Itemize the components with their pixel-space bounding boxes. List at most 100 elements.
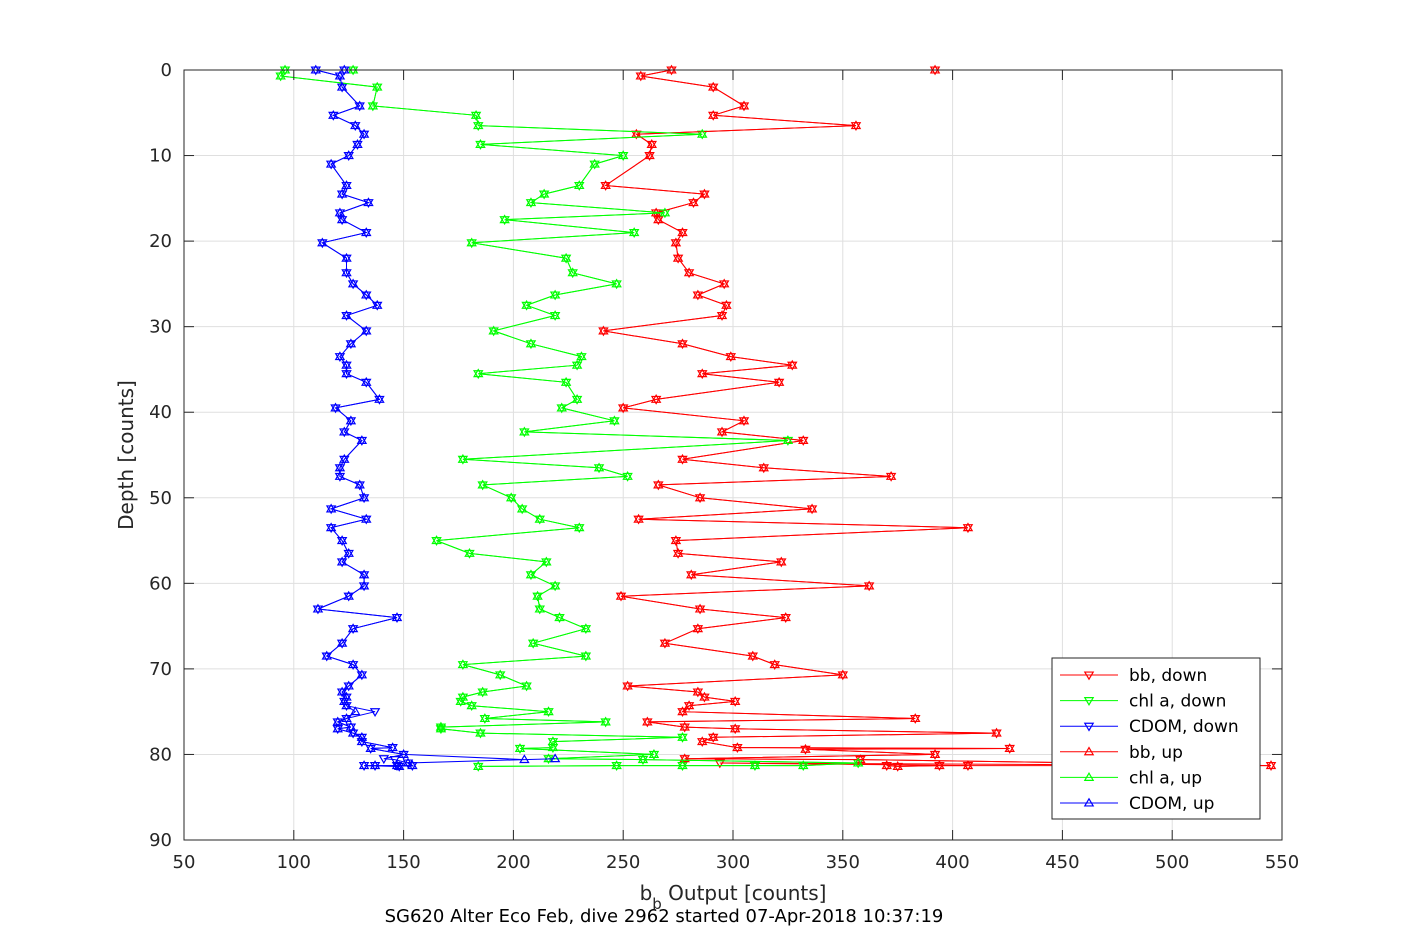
- data-point: [334, 471, 346, 480]
- data-point: [769, 659, 780, 669]
- data-point: [609, 415, 620, 425]
- data-point: [358, 760, 370, 770]
- data-point: [391, 612, 403, 622]
- data-point: [738, 415, 750, 425]
- data-point: [350, 706, 361, 716]
- y-tick-label: 30: [149, 317, 172, 338]
- y-tick-label: 80: [149, 744, 172, 765]
- data-point: [457, 691, 469, 701]
- data-point: [358, 130, 370, 140]
- data-point: [457, 659, 469, 669]
- data-point: [677, 760, 688, 770]
- data-point: [347, 623, 359, 633]
- data-point: [773, 376, 785, 386]
- data-point: [275, 70, 286, 80]
- data-point: [852, 757, 864, 767]
- data-point: [881, 760, 892, 770]
- data-point: [328, 109, 339, 119]
- data-point: [646, 139, 657, 148]
- data-point: [699, 188, 710, 198]
- data-point: [334, 462, 346, 472]
- data-point: [505, 494, 517, 504]
- data-point: [341, 180, 352, 190]
- data-point: [677, 733, 688, 743]
- data-point: [341, 700, 352, 710]
- data-point: [962, 760, 974, 770]
- data-point: [336, 686, 348, 696]
- data-point: [466, 700, 477, 710]
- data-point: [600, 716, 611, 726]
- data-point: [464, 548, 475, 557]
- data-point: [339, 696, 350, 705]
- data-point: [341, 713, 352, 723]
- data-point: [473, 120, 484, 130]
- data-point: [686, 569, 697, 579]
- data-point: [479, 714, 491, 724]
- data-point: [725, 351, 737, 361]
- data-point: [358, 492, 370, 502]
- data-point: [347, 625, 359, 635]
- data-point: [339, 64, 350, 74]
- data-point: [679, 755, 690, 765]
- data-point: [716, 310, 728, 320]
- data-point: [571, 394, 583, 403]
- data-point: [549, 582, 561, 592]
- data-point: [345, 415, 357, 425]
- data-point: [341, 359, 352, 369]
- x-tick-label: 400: [935, 852, 969, 873]
- x-tick-label: 200: [496, 852, 530, 873]
- data-point: [670, 537, 682, 546]
- footer-caption: SG620 Alter Eco Feb, dive 2962 started 0…: [385, 906, 944, 927]
- y-tick-label: 0: [161, 60, 172, 81]
- data-point: [571, 359, 583, 369]
- data-point: [694, 492, 706, 502]
- data-point: [361, 325, 372, 335]
- data-point: [576, 351, 587, 361]
- data-point: [374, 394, 385, 403]
- data-point: [644, 150, 655, 160]
- data-point: [659, 207, 671, 217]
- data-point: [361, 227, 372, 237]
- data-point: [679, 753, 690, 763]
- data-point: [547, 742, 559, 752]
- data-point: [547, 736, 559, 746]
- data-point: [749, 762, 761, 771]
- data-point: [650, 394, 662, 403]
- x-tick-label: 450: [1045, 852, 1079, 873]
- data-point: [519, 754, 530, 764]
- data-point: [339, 66, 350, 76]
- data-point: [341, 254, 352, 264]
- data-point: [339, 455, 350, 465]
- data-point: [334, 207, 346, 217]
- data-point: [642, 716, 653, 726]
- data-point: [336, 535, 348, 545]
- data-point: [352, 139, 363, 148]
- data-point: [532, 592, 543, 602]
- data-point: [611, 762, 622, 771]
- legend-marker: [1083, 722, 1095, 732]
- data-point: [470, 109, 482, 119]
- data-point: [611, 278, 622, 288]
- data-point: [611, 760, 622, 770]
- data-point: [729, 696, 741, 705]
- data-point: [336, 639, 348, 649]
- y-tick-label: 20: [149, 231, 172, 252]
- data-point: [672, 252, 684, 262]
- data-point: [339, 453, 350, 463]
- legend-label: bb, up: [1129, 743, 1183, 763]
- data-point: [672, 548, 684, 557]
- y-tick-label: 50: [149, 488, 172, 509]
- data-point: [341, 361, 352, 371]
- data-point: [532, 590, 543, 600]
- data-point: [549, 310, 561, 320]
- data-point: [356, 733, 368, 743]
- x-tick-label: 150: [386, 852, 420, 873]
- data-point: [929, 749, 941, 758]
- data-point: [525, 197, 537, 207]
- data-point: [782, 435, 794, 444]
- data-point: [707, 109, 719, 119]
- data-point: [716, 426, 728, 436]
- data-point: [549, 753, 561, 763]
- data-point: [330, 404, 341, 414]
- data-point: [683, 267, 695, 277]
